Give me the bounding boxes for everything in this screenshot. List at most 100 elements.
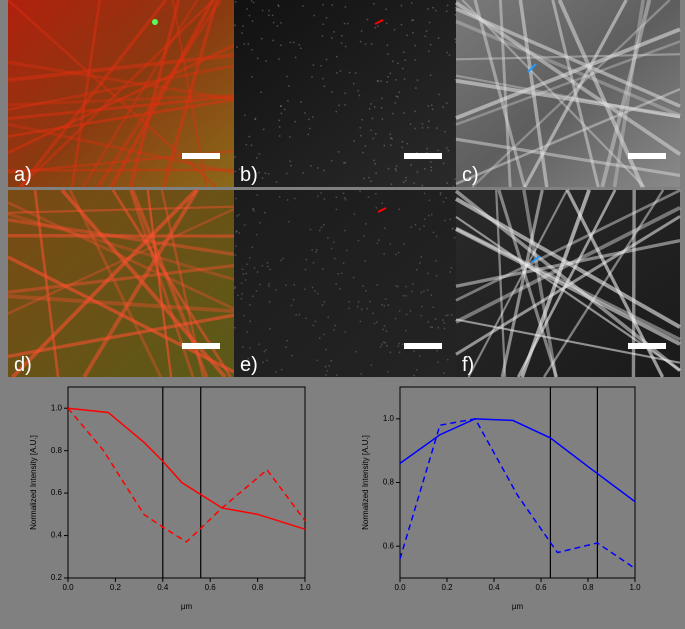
- speckle: [302, 172, 304, 174]
- speckle: [344, 104, 346, 106]
- speckle: [235, 245, 237, 247]
- speckle: [319, 337, 321, 339]
- x-tick-label: 1.0: [299, 583, 311, 592]
- speckle: [252, 247, 254, 249]
- speckle: [368, 196, 370, 198]
- x-axis-label: µm: [512, 602, 524, 611]
- x-tick-label: 0.0: [394, 583, 406, 592]
- scale-bar: [628, 343, 666, 349]
- speckle: [325, 366, 327, 368]
- speckle: [258, 344, 260, 346]
- speckle: [430, 74, 432, 76]
- speckle: [447, 5, 449, 7]
- speckle: [435, 318, 437, 320]
- speckle: [234, 288, 236, 290]
- speckle: [422, 123, 424, 125]
- speckle: [345, 331, 347, 333]
- speckle: [252, 295, 254, 297]
- speckle: [433, 232, 435, 234]
- speckle: [323, 334, 325, 336]
- speckle: [332, 4, 334, 6]
- speckle: [239, 232, 241, 234]
- speckle: [428, 105, 430, 107]
- speckle: [429, 200, 431, 202]
- speckle: [305, 269, 307, 271]
- speckle: [413, 182, 415, 184]
- speckle: [369, 301, 371, 303]
- speckle: [442, 319, 444, 321]
- speckle: [366, 308, 368, 310]
- speckle: [447, 182, 449, 184]
- speckle: [259, 153, 261, 155]
- speckle: [236, 230, 238, 232]
- speckle: [440, 194, 442, 196]
- speckle: [368, 177, 370, 179]
- speckle: [431, 170, 433, 172]
- speckle: [349, 72, 351, 74]
- speckle: [292, 355, 294, 357]
- speckle: [431, 214, 433, 216]
- speckle: [395, 170, 397, 172]
- marker: [152, 19, 158, 25]
- speckle: [382, 202, 384, 204]
- speckle: [421, 306, 423, 308]
- speckle: [335, 111, 337, 113]
- speckle: [384, 305, 386, 307]
- speckle: [336, 72, 338, 74]
- speckle: [419, 228, 421, 230]
- speckle: [374, 27, 376, 29]
- speckle: [287, 199, 289, 201]
- speckle: [357, 90, 359, 92]
- speckle: [454, 178, 456, 180]
- speckle: [432, 108, 434, 110]
- speckle: [385, 9, 387, 11]
- speckle: [246, 263, 248, 265]
- speckle: [235, 254, 237, 256]
- speckle: [397, 96, 399, 98]
- speckle: [320, 192, 322, 194]
- speckle: [388, 168, 390, 170]
- speckle: [380, 346, 382, 348]
- speckle: [414, 128, 416, 129]
- speckle: [444, 131, 446, 133]
- speckle: [362, 152, 364, 154]
- speckle: [282, 258, 284, 260]
- speckle: [414, 45, 416, 47]
- speckle: [288, 221, 290, 223]
- speckle: [423, 225, 425, 227]
- speckle: [267, 266, 269, 268]
- speckle: [444, 328, 446, 330]
- speckle: [262, 10, 264, 12]
- speckle: [269, 301, 271, 303]
- speckle: [280, 260, 282, 262]
- speckle: [265, 172, 267, 174]
- speckle: [420, 292, 422, 294]
- speckle: [322, 4, 324, 6]
- speckle: [433, 307, 435, 309]
- speckle: [246, 144, 248, 146]
- speckle: [401, 24, 403, 26]
- speckle: [398, 343, 400, 345]
- speckle: [326, 59, 328, 61]
- speckle: [304, 112, 306, 114]
- speckle: [268, 285, 270, 287]
- speckle: [278, 120, 280, 122]
- speckle: [360, 321, 362, 323]
- speckle: [358, 240, 360, 242]
- speckle: [386, 81, 388, 83]
- speckle: [280, 105, 282, 107]
- speckle: [430, 44, 432, 46]
- speckle: [331, 160, 333, 162]
- speckle: [427, 289, 429, 291]
- speckle: [432, 7, 434, 9]
- speckle: [390, 352, 392, 354]
- speckle: [341, 35, 343, 37]
- speckle: [340, 70, 342, 72]
- speckle: [241, 32, 243, 34]
- speckle: [313, 262, 315, 264]
- speckle: [389, 73, 391, 75]
- speckle: [281, 113, 283, 115]
- micrograph: e): [234, 190, 456, 377]
- x-tick-label: 0.2: [441, 583, 453, 592]
- speckle: [306, 259, 308, 261]
